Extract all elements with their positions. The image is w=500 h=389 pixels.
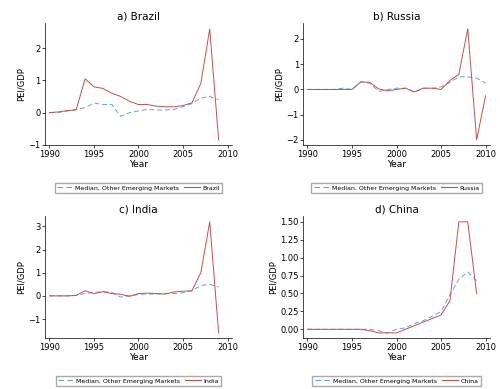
Title: b) Russia: b) Russia: [373, 11, 420, 21]
Legend: Median, Other Emerging Markets, India: Median, Other Emerging Markets, India: [56, 376, 222, 386]
X-axis label: Year: Year: [387, 160, 406, 169]
Title: a) Brazil: a) Brazil: [117, 11, 160, 21]
Y-axis label: PEI/GDP: PEI/GDP: [268, 260, 278, 294]
Y-axis label: PEI/GDP: PEI/GDP: [17, 67, 26, 102]
Legend: Median, Other Emerging Markets, China: Median, Other Emerging Markets, China: [312, 376, 480, 386]
X-axis label: Year: Year: [129, 353, 148, 362]
Y-axis label: PEI/GDP: PEI/GDP: [275, 67, 284, 102]
Title: c) India: c) India: [119, 204, 158, 214]
Y-axis label: PEI/GDP: PEI/GDP: [17, 260, 26, 294]
X-axis label: Year: Year: [129, 160, 148, 169]
Legend: Median, Other Emerging Markets, Brazil: Median, Other Emerging Markets, Brazil: [54, 183, 222, 193]
Legend: Median, Other Emerging Markets, Russia: Median, Other Emerging Markets, Russia: [312, 183, 482, 193]
X-axis label: Year: Year: [387, 353, 406, 362]
Title: d) China: d) China: [374, 204, 418, 214]
